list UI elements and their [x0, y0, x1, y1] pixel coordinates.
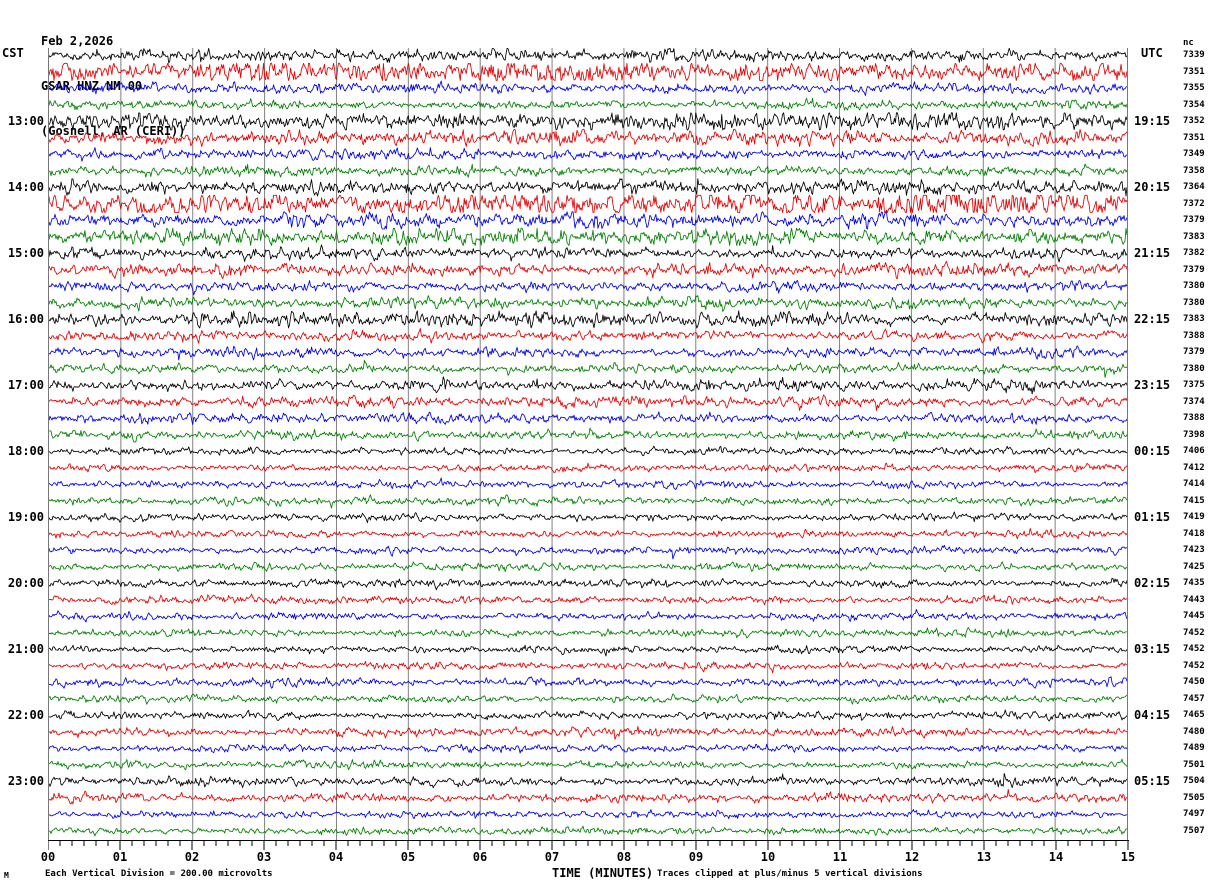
left-time-label: 19:00	[7, 510, 44, 525]
amplitude-value: 7355	[1183, 83, 1205, 94]
left-time-label: 16:00	[7, 312, 44, 327]
header-date: Feb 2,2026	[41, 34, 114, 48]
amplitude-value: 7415	[1183, 495, 1205, 506]
left-time-label: 21:00	[7, 642, 44, 657]
left-time-label: 18:00	[7, 444, 44, 459]
x-tick-label: 13	[976, 850, 992, 864]
x-tick-label: 01	[112, 850, 128, 864]
clip-note: Traces clipped at plus/minus 5 vertical …	[657, 869, 923, 879]
amplitude-value: 7425	[1183, 561, 1205, 572]
amplitude-value: 7457	[1183, 693, 1205, 704]
right-time-label: 23:15	[1134, 378, 1171, 393]
right-time-label: 22:15	[1134, 312, 1171, 327]
amplitude-value: 7435	[1183, 578, 1205, 589]
amplitude-value: 7452	[1183, 660, 1205, 671]
amplitude-value: 7354	[1183, 99, 1205, 110]
amplitude-value: 7358	[1183, 165, 1205, 176]
amplitude-value: 7374	[1183, 396, 1205, 407]
amplitude-value: 7452	[1183, 644, 1205, 655]
amplitude-value: 7379	[1183, 264, 1205, 275]
seismic-traces	[49, 48, 1127, 837]
amplitude-value: 7379	[1183, 215, 1205, 226]
amplitude-value: 7423	[1183, 545, 1205, 556]
x-tick-label: 04	[328, 850, 344, 864]
amplitude-value: 7383	[1183, 314, 1205, 325]
amplitude-value: 7465	[1183, 710, 1205, 721]
right-time-label: 03:15	[1134, 642, 1171, 657]
amplitude-value: 7412	[1183, 462, 1205, 473]
amplitude-value: 7382	[1183, 248, 1205, 259]
left-time-label: 14:00	[7, 180, 44, 195]
amplitude-value: 7380	[1183, 363, 1205, 374]
right-time-label: 20:15	[1134, 180, 1171, 195]
amplitude-value: 7505	[1183, 792, 1205, 803]
right-timezone-label: UTC	[1141, 46, 1163, 60]
x-tick-label: 10	[760, 850, 776, 864]
right-time-label: 02:15	[1134, 576, 1171, 591]
x-tick-label: 15	[1120, 850, 1136, 864]
amplitude-value: 7380	[1183, 297, 1205, 308]
amplitude-value: 7339	[1183, 50, 1205, 61]
plot-gridlines	[120, 48, 1056, 840]
amplitude-value: 7375	[1183, 380, 1205, 391]
amplitude-value: 7419	[1183, 512, 1205, 523]
right-time-label: 00:15	[1134, 444, 1171, 459]
amplitude-value: 7388	[1183, 330, 1205, 341]
amplitude-value: 7443	[1183, 594, 1205, 605]
left-time-label: 17:00	[7, 378, 44, 393]
seismogram-plot-area	[48, 48, 1128, 840]
right-time-label: 19:15	[1134, 114, 1171, 129]
amplitude-value: 7497	[1183, 809, 1205, 820]
x-tick-label: 09	[688, 850, 704, 864]
amplitude-value: 7406	[1183, 446, 1205, 457]
amplitude-value: 7418	[1183, 528, 1205, 539]
left-time-label: 13:00	[7, 114, 44, 129]
amplitude-value: 7380	[1183, 281, 1205, 292]
amplitude-value: 7450	[1183, 677, 1205, 688]
left-corner-mark: M	[4, 871, 9, 880]
x-tick-label: 07	[544, 850, 560, 864]
x-tick-label: 06	[472, 850, 488, 864]
amplitude-value: 7398	[1183, 429, 1205, 440]
amplitude-value: 7504	[1183, 776, 1205, 787]
x-tick-label: 02	[184, 850, 200, 864]
amplitude-value: 7445	[1183, 611, 1205, 622]
right-time-label: 01:15	[1134, 510, 1171, 525]
amplitude-value: 7489	[1183, 743, 1205, 754]
x-tick-label: 11	[832, 850, 848, 864]
amplitude-value: 7352	[1183, 116, 1205, 127]
amplitude-value: 7414	[1183, 479, 1205, 490]
amplitude-value: 7383	[1183, 231, 1205, 242]
amplitude-value: 7372	[1183, 198, 1205, 209]
left-time-label: 23:00	[7, 774, 44, 789]
x-axis-title: TIME (MINUTES)	[552, 866, 654, 880]
amplitude-value: 7379	[1183, 347, 1205, 358]
amplitude-value: 7349	[1183, 149, 1205, 160]
left-time-label: 22:00	[7, 708, 44, 723]
x-tick-label: 00	[40, 850, 56, 864]
x-tick-label: 08	[616, 850, 632, 864]
left-time-label: 15:00	[7, 246, 44, 261]
amplitude-value: 7507	[1183, 825, 1205, 836]
amplitude-value: 7501	[1183, 759, 1205, 770]
amplitude-value: 7351	[1183, 66, 1205, 77]
amplitude-value: 7351	[1183, 132, 1205, 143]
top-right-stub-label: nc	[1183, 38, 1194, 48]
right-time-label: 21:15	[1134, 246, 1171, 261]
left-time-label: 20:00	[7, 576, 44, 591]
right-time-label: 05:15	[1134, 774, 1171, 789]
amplitude-value: 7452	[1183, 627, 1205, 638]
left-timezone-label: CST	[2, 46, 24, 60]
scale-note: Each Vertical Division = 200.00 microvol…	[45, 869, 273, 879]
x-axis-ticks	[48, 840, 1129, 850]
amplitude-value: 7364	[1183, 182, 1205, 193]
x-tick-label: 14	[1048, 850, 1064, 864]
x-tick-label: 05	[400, 850, 416, 864]
x-tick-label: 12	[904, 850, 920, 864]
right-time-label: 04:15	[1134, 708, 1171, 723]
x-tick-label: 03	[256, 850, 272, 864]
amplitude-value: 7480	[1183, 726, 1205, 737]
amplitude-value: 7388	[1183, 413, 1205, 424]
